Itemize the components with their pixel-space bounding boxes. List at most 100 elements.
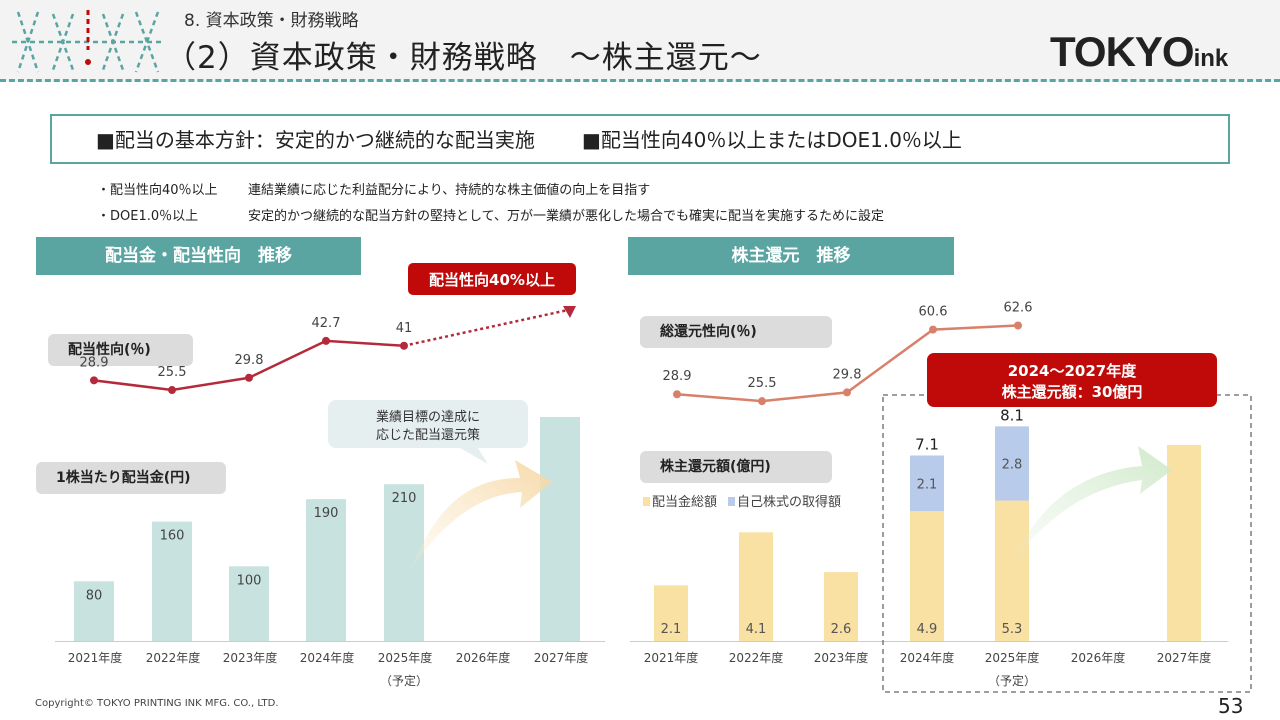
dps-bar bbox=[74, 581, 114, 641]
buyback-bar bbox=[910, 455, 944, 512]
left-x-tick-note: （予定） bbox=[380, 673, 428, 688]
dividend-total-label: 4.9 bbox=[917, 622, 938, 637]
dps-bar bbox=[152, 521, 192, 641]
right-callout-line-2: 株主還元額：30億円 bbox=[1002, 383, 1143, 401]
left-chart: 80 160 100 190 210 28.9 25.5 29.8 42.7 41 2021年度… bbox=[55, 263, 605, 688]
left-speech-bubble bbox=[328, 400, 528, 464]
payout-ratio-label: 29.8 bbox=[235, 353, 264, 368]
payout-ratio-label: 42.7 bbox=[312, 316, 341, 331]
payout-ratio-point bbox=[400, 341, 408, 350]
policy-target: ■配当性向40％以上またはDOE1.0％以上 bbox=[582, 128, 962, 152]
header-emblem-icon bbox=[12, 10, 164, 73]
dps-bar bbox=[540, 416, 580, 641]
total-return-ratio-point bbox=[758, 397, 766, 406]
left-x-tick-label: 2026年度 bbox=[456, 650, 511, 665]
note-label-1: ・配当性向40％以上 bbox=[97, 183, 218, 198]
dividend-total-bar bbox=[739, 532, 773, 641]
legend-dividend-label: 配当金総額 bbox=[652, 494, 717, 510]
dps-bar-label: 160 bbox=[160, 529, 185, 544]
return-total-label: 8.1 bbox=[1000, 406, 1024, 424]
dps-pill: 1株当たり配当金(円) bbox=[36, 462, 226, 494]
left-x-tick-label: 2024年度 bbox=[300, 650, 355, 665]
right-x-tick-label: 2027年度 bbox=[1157, 650, 1212, 665]
legend-dividend-swatch bbox=[643, 497, 650, 506]
payout-ratio-label: 28.9 bbox=[80, 355, 109, 370]
dividend-total-bar bbox=[910, 511, 944, 641]
total-return-ratio-point bbox=[1014, 321, 1022, 330]
legend-buyback-swatch bbox=[728, 497, 735, 506]
return-amount-pill: 株主還元額(億円) bbox=[640, 451, 832, 483]
left-callout bbox=[408, 263, 576, 295]
note-label-2: ・DOE1.0％以上 bbox=[97, 209, 199, 224]
total-return-ratio-label: 28.9 bbox=[663, 369, 692, 384]
header-background bbox=[0, 0, 1280, 82]
buyback-label: 2.8 bbox=[1002, 457, 1023, 472]
dividend-total-bar bbox=[1167, 444, 1201, 641]
bubble-line-1: 業績目標の達成に bbox=[376, 409, 480, 425]
return-total-label: 7.1 bbox=[915, 436, 939, 454]
left-x-tick-label: 2023年度 bbox=[223, 650, 278, 665]
dps-bar-label: 210 bbox=[392, 491, 417, 506]
policy-box bbox=[50, 114, 1230, 164]
dps-bar-label: 190 bbox=[314, 506, 339, 521]
right-x-tick-label: 2025年度 bbox=[985, 650, 1040, 665]
page-number: 53 bbox=[1218, 694, 1244, 718]
total-return-ratio-label: 29.8 bbox=[833, 367, 862, 382]
right-callout-line-1: 2024～2027年度 bbox=[1008, 362, 1137, 380]
payout-ratio-point bbox=[168, 386, 176, 395]
payout-ratio-label: 25.5 bbox=[158, 365, 187, 380]
dividend-ratio-pill: 配当性向(％) bbox=[48, 334, 193, 366]
left-x-tick-label: 2025年度 bbox=[378, 650, 433, 665]
company-logo: TOKYOink bbox=[1050, 28, 1228, 76]
right-x-tick-label: 2026年度 bbox=[1071, 650, 1126, 665]
dividend-total-bar bbox=[654, 585, 688, 641]
dps-bar-label: 100 bbox=[237, 573, 262, 588]
header-divider bbox=[0, 79, 1280, 82]
note-text-2: 安定的かつ継続的な配当方針の堅持として、万が一業績が悪化した場合でも確実に配当を… bbox=[248, 209, 884, 224]
payout-ratio-point bbox=[90, 376, 98, 385]
right-x-tick-label: 2021年度 bbox=[644, 650, 699, 665]
total-return-ratio-point bbox=[843, 388, 851, 397]
right-x-tick-label: 2024年度 bbox=[900, 650, 955, 665]
right-x-tick-label: 2023年度 bbox=[814, 650, 869, 665]
logo-main: TOKYO bbox=[1050, 28, 1195, 75]
dividend-total-bar bbox=[995, 500, 1029, 641]
policy-basic: ■配当の基本方針：安定的かつ継続的な配当実施 bbox=[96, 128, 535, 152]
dps-bar bbox=[384, 484, 424, 641]
payout-ratio-projection bbox=[403, 308, 569, 347]
projection-arrowhead-icon bbox=[563, 306, 576, 318]
total-return-ratio-label: 25.5 bbox=[748, 376, 777, 391]
right-callout bbox=[927, 353, 1217, 407]
dividend-total-label: 2.6 bbox=[831, 622, 852, 637]
left-x-tick-label: 2027年度 bbox=[534, 650, 589, 665]
buyback-label: 2.1 bbox=[917, 477, 938, 492]
left-panel-title: 配当金・配当性向 推移 bbox=[36, 237, 361, 275]
dividend-total-bar bbox=[824, 572, 858, 641]
section-label: 8. 資本政策・財務戦略 bbox=[184, 11, 359, 31]
dps-bar-label: 80 bbox=[86, 588, 103, 603]
total-return-ratio-pill: 総還元性向(％) bbox=[640, 316, 832, 348]
right-x-tick-label: 2022年度 bbox=[729, 650, 784, 665]
total-return-ratio-label: 62.6 bbox=[1004, 300, 1033, 315]
left-x-tick-label: 2022年度 bbox=[146, 650, 201, 665]
left-x-tick-label: 2021年度 bbox=[68, 650, 123, 665]
bubble-line-2: 応じた配当還元策 bbox=[376, 427, 480, 443]
dividend-total-label: 5.3 bbox=[1002, 622, 1023, 637]
right-growth-arrow-icon bbox=[1015, 446, 1172, 560]
note-text-1: 連結業績に応じた利益配分により、持続的な株主価値の向上を目指す bbox=[248, 183, 651, 198]
page-title: （2）資本政策・財務戦略 ～株主還元～ bbox=[165, 40, 762, 76]
dividend-total-label: 2.1 bbox=[661, 622, 682, 637]
left-callout-text: 配当性向40%以上 bbox=[429, 271, 555, 289]
total-return-ratio-label: 60.6 bbox=[919, 305, 948, 320]
total-return-ratio-point bbox=[673, 390, 681, 399]
payout-ratio-point bbox=[245, 373, 253, 382]
logo-sub: ink bbox=[1193, 45, 1229, 72]
dividend-total-label: 4.1 bbox=[746, 622, 767, 637]
buyback-bar bbox=[995, 426, 1029, 501]
payout-ratio-point bbox=[322, 336, 330, 345]
total-return-ratio-point bbox=[929, 325, 937, 334]
legend-buyback-label: 自己株式の取得額 bbox=[737, 494, 841, 510]
copyright: Copyright© TOKYO PRINTING INK MFG. CO., … bbox=[35, 698, 279, 709]
right-panel-title: 株主還元 推移 bbox=[628, 237, 954, 275]
